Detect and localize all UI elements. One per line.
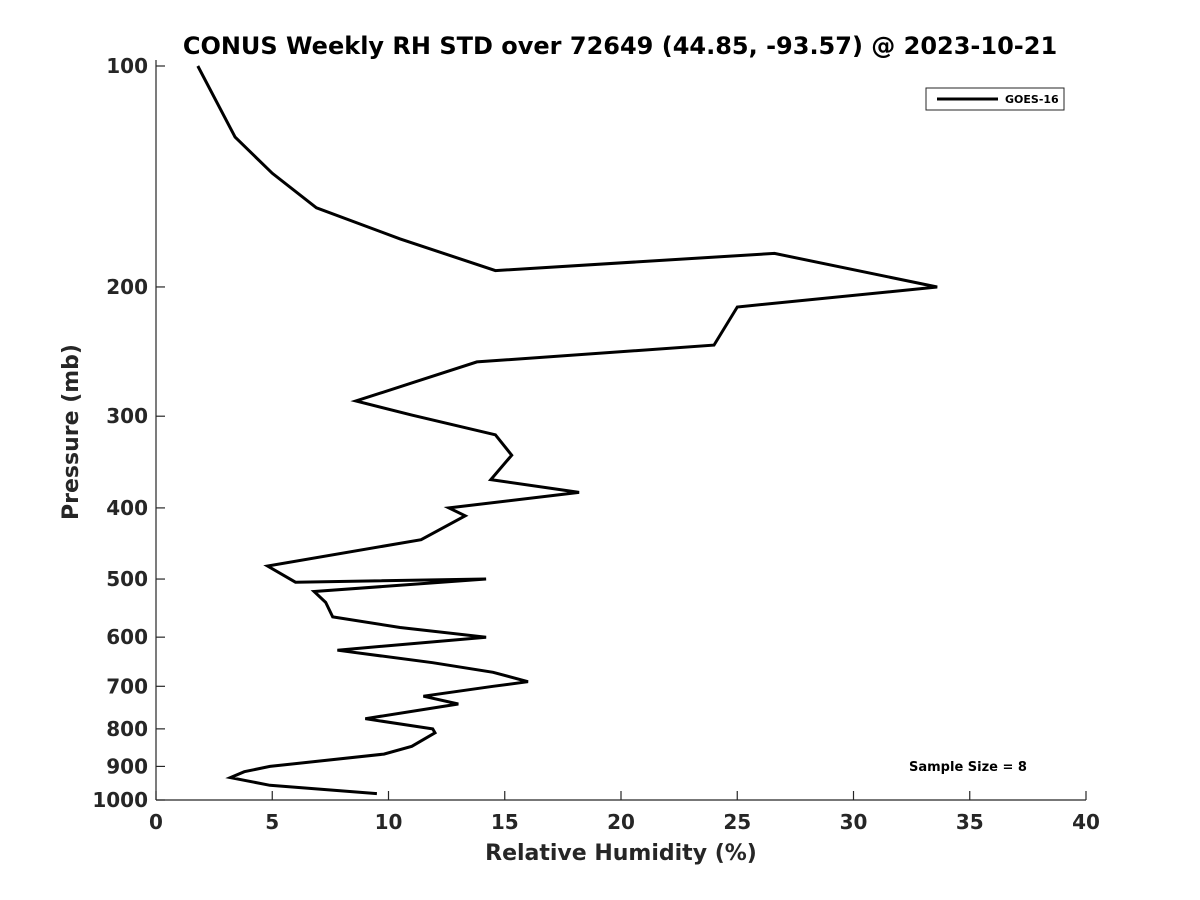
y-tick-label: 900 (106, 754, 148, 778)
x-tick-label: 20 (607, 810, 635, 834)
y-tick-label: 200 (106, 275, 148, 299)
y-tick-label: 500 (106, 567, 148, 591)
series-line-goes-16 (196, 65, 938, 796)
legend-label-goes-16: GOES-16 (1005, 93, 1059, 106)
y-tick-label: 100 (106, 54, 148, 78)
x-tick-label: 35 (956, 810, 984, 834)
x-ticks: 0 5 10 15 20 25 30 35 40 (149, 791, 1100, 834)
x-tick-label: 40 (1072, 810, 1100, 834)
y-tick-label: 700 (106, 674, 148, 698)
y-tick-label: 1000 (92, 788, 148, 812)
x-tick-label: 25 (723, 810, 751, 834)
series-layer (196, 65, 938, 796)
y-tick-label: 600 (106, 625, 148, 649)
x-tick-label: 5 (265, 810, 279, 834)
x-tick-label: 30 (840, 810, 868, 834)
x-tick-label: 10 (375, 810, 403, 834)
sample-size-annotation: Sample Size = 8 (909, 760, 1027, 775)
x-tick-label: 0 (149, 810, 163, 834)
y-ticks: 100 200 300 400 500 600 700 800 900 1000 (92, 54, 165, 812)
y-axis-label: Pressure (mb) (59, 344, 84, 520)
x-tick-label: 15 (491, 810, 519, 834)
x-axis-label: Relative Humidity (%) (485, 841, 757, 866)
chart-title: CONUS Weekly RH STD over 72649 (44.85, -… (183, 32, 1057, 60)
y-tick-label: 400 (106, 496, 148, 520)
y-tick-label: 300 (106, 404, 148, 428)
y-tick-label: 800 (106, 717, 148, 741)
legend: GOES-16 (925, 87, 1065, 111)
